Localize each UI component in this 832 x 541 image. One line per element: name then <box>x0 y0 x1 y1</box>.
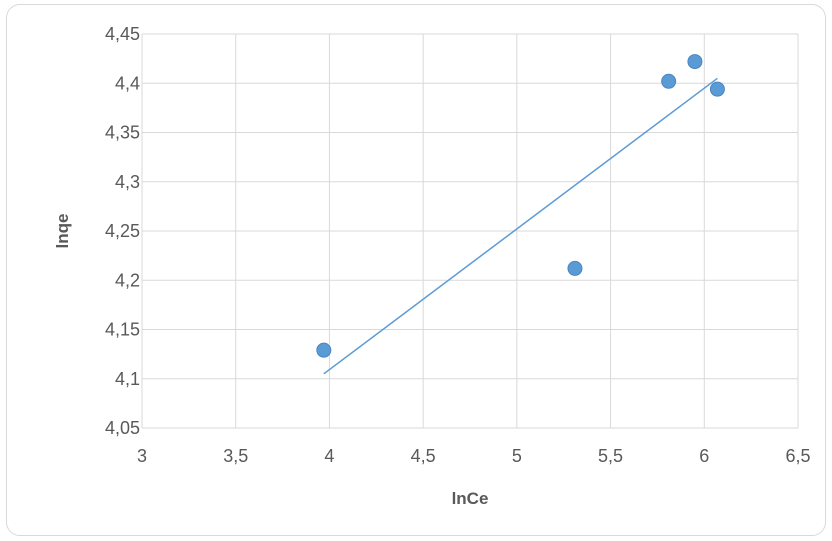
data-point <box>316 342 332 358</box>
x-tick-label: 5 <box>512 446 522 466</box>
x-tick-label: 4,5 <box>411 446 436 466</box>
data-point <box>567 260 583 276</box>
gridlines <box>141 33 799 429</box>
chart-area <box>6 4 826 536</box>
y-tick-label: 4,1 <box>115 369 140 389</box>
x-tick-labels: 3 3,5 4 4,5 5 5,5 6 6,5 <box>137 446 811 466</box>
x-axis-title: lnCe <box>452 489 489 508</box>
data-point <box>687 54 703 70</box>
x-tick-label: 4 <box>324 446 334 466</box>
x-tick-label: 6 <box>699 446 709 466</box>
y-axis-title: lnqe <box>53 214 72 249</box>
linear-trendline <box>323 77 718 375</box>
x-tick-label: 5,5 <box>598 446 623 466</box>
y-tick-labels: 4,05 4,1 4,15 4,2 4,25 4,3 4,35 4,4 4,45 <box>105 24 140 438</box>
data-point <box>661 73 677 89</box>
data-point <box>709 81 725 97</box>
x-tick-label: 3,5 <box>223 446 248 466</box>
x-tick-label: 3 <box>137 446 147 466</box>
y-tick-label: 4,2 <box>115 270 140 290</box>
y-tick-label: 4,3 <box>115 172 140 192</box>
x-tick-label: 6,5 <box>785 446 810 466</box>
y-tick-label: 4,35 <box>105 123 140 143</box>
y-tick-label: 4,05 <box>105 418 140 438</box>
data-points <box>316 54 725 358</box>
y-tick-label: 4,25 <box>105 221 140 241</box>
trendline-layer <box>323 77 718 375</box>
y-tick-label: 4,4 <box>115 73 140 93</box>
y-tick-label: 4,45 <box>105 24 140 44</box>
y-tick-label: 4,15 <box>105 320 140 340</box>
